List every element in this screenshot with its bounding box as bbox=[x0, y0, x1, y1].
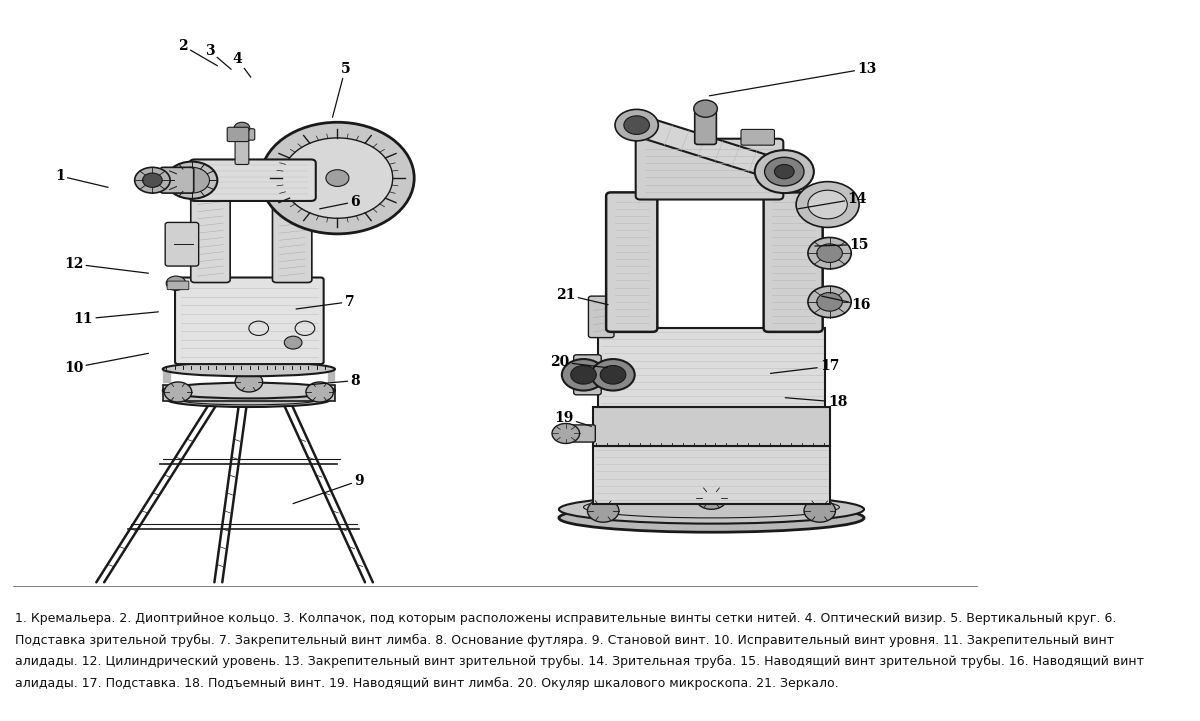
Circle shape bbox=[817, 293, 842, 311]
FancyBboxPatch shape bbox=[740, 129, 774, 145]
FancyBboxPatch shape bbox=[588, 296, 614, 337]
Ellipse shape bbox=[559, 503, 864, 532]
Circle shape bbox=[174, 167, 210, 193]
Circle shape bbox=[808, 237, 851, 269]
Circle shape bbox=[235, 372, 263, 392]
FancyBboxPatch shape bbox=[190, 159, 316, 201]
Circle shape bbox=[796, 182, 859, 227]
Circle shape bbox=[260, 123, 414, 234]
Text: 2: 2 bbox=[178, 39, 217, 66]
Text: 12: 12 bbox=[64, 257, 149, 273]
Circle shape bbox=[164, 382, 192, 402]
Text: Подставка зрительной трубы. 7. Закрепительный винт лимба. 8. Основание футляра. : Подставка зрительной трубы. 7. Закрепите… bbox=[14, 634, 1114, 647]
Text: 13: 13 bbox=[709, 61, 877, 96]
Text: 7: 7 bbox=[296, 295, 354, 309]
Text: 16: 16 bbox=[822, 296, 871, 311]
Ellipse shape bbox=[163, 383, 335, 399]
Text: 17: 17 bbox=[770, 359, 839, 373]
Circle shape bbox=[306, 382, 334, 402]
FancyBboxPatch shape bbox=[593, 407, 829, 446]
FancyBboxPatch shape bbox=[570, 425, 595, 442]
Polygon shape bbox=[163, 368, 170, 382]
FancyBboxPatch shape bbox=[272, 195, 312, 283]
FancyBboxPatch shape bbox=[191, 195, 230, 283]
Circle shape bbox=[817, 244, 842, 262]
Polygon shape bbox=[632, 115, 788, 182]
Circle shape bbox=[326, 169, 349, 187]
Text: 1: 1 bbox=[55, 169, 108, 187]
Circle shape bbox=[808, 286, 851, 317]
Circle shape bbox=[282, 138, 392, 218]
FancyBboxPatch shape bbox=[574, 355, 601, 395]
Circle shape bbox=[166, 276, 186, 291]
Circle shape bbox=[588, 500, 619, 522]
Text: 18: 18 bbox=[785, 395, 847, 409]
Circle shape bbox=[616, 110, 659, 141]
Text: алидады. 12. Цилиндрический уровень. 13. Закрепительный винт зрительной трубы. 1: алидады. 12. Цилиндрический уровень. 13.… bbox=[14, 655, 1144, 668]
FancyBboxPatch shape bbox=[229, 128, 254, 140]
Text: 14: 14 bbox=[798, 192, 866, 209]
Circle shape bbox=[571, 366, 596, 384]
Text: 11: 11 bbox=[73, 312, 158, 326]
FancyBboxPatch shape bbox=[235, 134, 248, 164]
Circle shape bbox=[600, 366, 626, 384]
Text: 10: 10 bbox=[64, 353, 149, 375]
Circle shape bbox=[552, 423, 580, 443]
Circle shape bbox=[234, 123, 250, 133]
FancyBboxPatch shape bbox=[175, 278, 324, 364]
Text: 1. Кремальера. 2. Диоптрийное кольцо. 3. Колпачок, под которым расположены испра: 1. Кремальера. 2. Диоптрийное кольцо. 3.… bbox=[14, 612, 1116, 625]
Circle shape bbox=[774, 164, 794, 179]
Circle shape bbox=[592, 359, 635, 391]
Polygon shape bbox=[328, 368, 335, 382]
Text: 5: 5 bbox=[332, 61, 350, 118]
Text: 20: 20 bbox=[551, 355, 607, 369]
Text: 9: 9 bbox=[293, 474, 364, 503]
FancyBboxPatch shape bbox=[763, 193, 823, 332]
FancyBboxPatch shape bbox=[599, 328, 824, 407]
Circle shape bbox=[284, 336, 302, 349]
Ellipse shape bbox=[163, 362, 335, 376]
FancyBboxPatch shape bbox=[593, 446, 829, 503]
FancyBboxPatch shape bbox=[163, 385, 336, 401]
FancyBboxPatch shape bbox=[606, 193, 658, 332]
Text: 4: 4 bbox=[232, 52, 251, 77]
Circle shape bbox=[696, 487, 727, 509]
FancyBboxPatch shape bbox=[161, 167, 193, 193]
Text: 3: 3 bbox=[205, 44, 232, 69]
FancyBboxPatch shape bbox=[166, 222, 199, 266]
Circle shape bbox=[166, 162, 217, 199]
FancyBboxPatch shape bbox=[636, 138, 784, 200]
Text: 8: 8 bbox=[308, 373, 360, 387]
Circle shape bbox=[764, 157, 804, 186]
Circle shape bbox=[134, 167, 170, 193]
Circle shape bbox=[143, 173, 162, 187]
Text: 6: 6 bbox=[319, 195, 360, 209]
Circle shape bbox=[562, 359, 605, 391]
Text: алидады. 17. Подставка. 18. Подъемный винт. 19. Наводящий винт лимба. 20. Окуляр: алидады. 17. Подставка. 18. Подъемный ви… bbox=[14, 677, 839, 690]
Text: 21: 21 bbox=[556, 288, 608, 305]
Circle shape bbox=[808, 190, 847, 219]
Circle shape bbox=[694, 100, 718, 118]
Circle shape bbox=[624, 116, 649, 134]
Ellipse shape bbox=[168, 393, 330, 407]
FancyBboxPatch shape bbox=[227, 128, 248, 141]
Circle shape bbox=[755, 150, 814, 193]
Text: 19: 19 bbox=[554, 411, 592, 426]
FancyBboxPatch shape bbox=[695, 108, 716, 144]
Text: 15: 15 bbox=[815, 238, 869, 252]
Ellipse shape bbox=[559, 495, 864, 523]
Circle shape bbox=[804, 500, 835, 522]
FancyBboxPatch shape bbox=[167, 281, 188, 290]
